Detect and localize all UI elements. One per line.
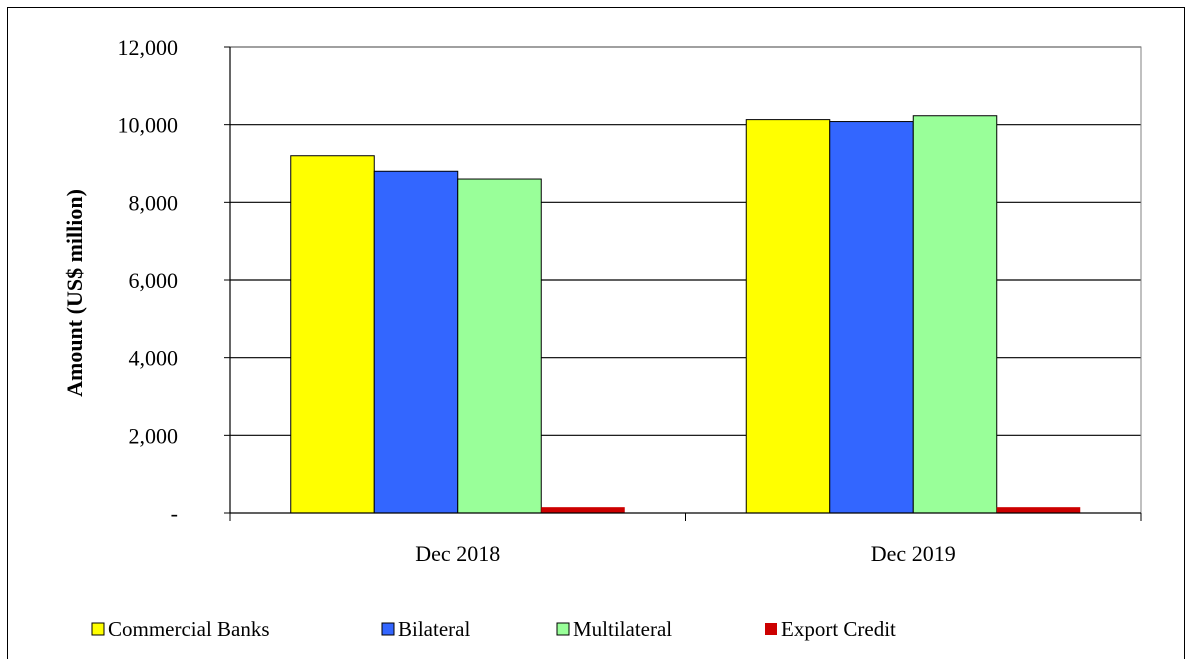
legend-label: Commercial Banks	[108, 617, 270, 641]
bar-multilateral	[912, 115, 998, 514]
x-tick-label: Dec 2019	[871, 541, 956, 566]
legend: Commercial Banks Bilateral Multilateral Exp…	[91, 617, 896, 641]
legend-item-export-credit: Export Credit	[765, 617, 896, 641]
legend-swatch	[91, 622, 105, 636]
y-tick-label: 6,000	[129, 268, 179, 293]
axes	[224, 46, 1142, 521]
legend-swatch	[765, 623, 777, 635]
bars	[290, 115, 1081, 514]
legend-swatch	[381, 622, 395, 636]
x-tick-label: Dec 2018	[415, 541, 500, 566]
bar-export-credit	[541, 507, 625, 513]
x-tick-labels: Dec 2018 Dec 2019	[415, 541, 955, 566]
bar-commercial-banks	[745, 119, 831, 514]
bar-bilateral	[373, 170, 459, 514]
y-tick-label: 10,000	[118, 113, 179, 138]
bar-commercial-banks	[290, 155, 375, 514]
bar-multilateral	[457, 178, 542, 514]
y-tick-label: 12,000	[118, 35, 179, 60]
bar-bilateral	[829, 121, 914, 514]
legend-label: Bilateral	[398, 617, 470, 641]
bar-export-credit	[996, 507, 1081, 513]
y-tick-labels: - 2,000 4,000 6,000 8,000 10,000 12,000	[118, 35, 179, 526]
y-axis-label: Amount (US$ million)	[62, 189, 87, 397]
y-tick-label: 8,000	[129, 190, 179, 215]
legend-item-commercial-banks: Commercial Banks	[91, 617, 270, 641]
legend-item-bilateral: Bilateral	[381, 617, 470, 641]
y-tick-label: 2,000	[129, 423, 179, 448]
y-tick-label: -	[171, 501, 178, 526]
legend-item-multilateral: Multilateral	[556, 617, 672, 641]
legend-label: Export Credit	[781, 617, 896, 641]
y-tick-label: 4,000	[129, 346, 179, 371]
legend-swatch	[556, 622, 570, 636]
legend-label: Multilateral	[573, 617, 672, 641]
